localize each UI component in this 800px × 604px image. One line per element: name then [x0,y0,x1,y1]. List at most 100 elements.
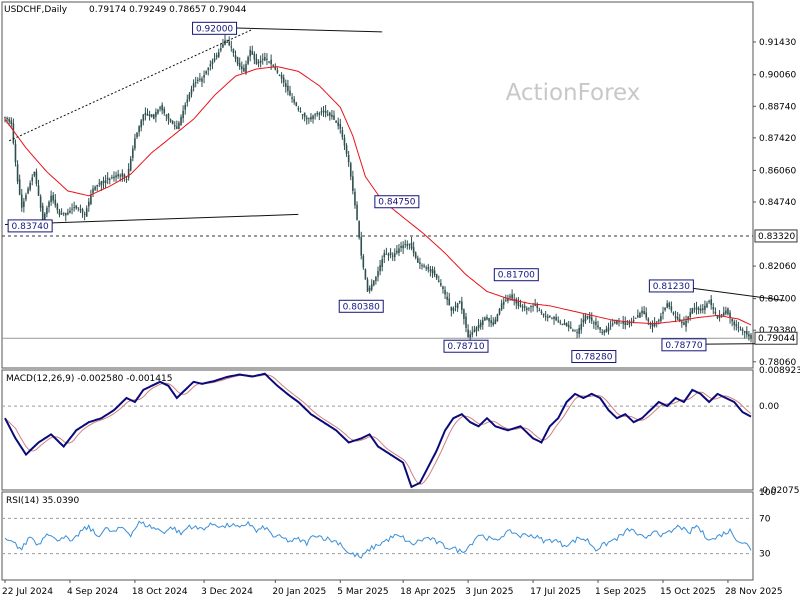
candle-body [299,111,302,113]
x-tick-label: 22 Jul 2024 [2,587,53,597]
macd-signal-line [4,374,752,485]
panel-frames [1,1,754,581]
macd-tick-label: 0.008923 [759,366,800,376]
candle-body [649,323,652,325]
candle-body [8,119,10,122]
candle-body [167,113,170,120]
candle-body [691,308,694,314]
candle-body [737,327,740,329]
candle-body [530,305,532,307]
candle-body [641,310,643,314]
candle-body [624,322,627,325]
candle-body [444,289,446,295]
price-tick-label: 0.91430 [759,38,796,48]
price-tick-label: 0.88740 [759,102,796,112]
candle-body [458,301,461,303]
candle-body [303,112,306,117]
price-tick-label: 0.86060 [759,166,796,176]
candle-body [268,61,270,63]
candle-body [247,57,249,64]
candle-body [634,317,637,319]
candle-body [308,117,310,119]
candle-body [469,334,472,338]
candle-body [115,175,117,178]
candle-body [106,177,109,180]
candle-body [708,301,710,303]
candle-body [419,262,421,264]
candle-body [406,244,409,247]
candle-body [429,269,432,272]
candle-body [498,308,501,315]
candle-body [402,245,404,249]
candle-body [356,204,358,220]
candle-body [94,186,96,190]
candle-body [278,74,281,76]
candle-body [607,327,610,332]
candle-body [639,312,641,318]
candle-body [215,55,218,58]
candle-body [77,207,80,209]
candle-body [121,173,124,177]
candle-body [502,301,505,305]
candle-body [12,123,15,144]
candle-body [169,119,172,122]
x-tick-label: 20 Jan 2025 [272,587,326,597]
candle-body [425,267,427,269]
candle-body [125,179,128,181]
candle-body [657,320,660,322]
price-tick-label: 0.84740 [759,198,796,208]
candle-body [20,194,23,208]
candle-body [368,287,371,291]
candle-body [393,253,396,258]
candle-body [284,83,287,87]
candle-body [266,58,268,60]
x-tick-label: 3 Jun 2025 [465,587,513,597]
x-tick-label: 1 Sep 2025 [595,587,646,597]
candle-body [590,317,593,321]
candle-body [507,298,509,301]
candle-body [113,176,115,179]
candle-body [509,296,511,298]
candle-body [706,303,708,308]
price-annotation-box [493,268,539,282]
candle-body [83,213,86,215]
candle-body [750,334,752,339]
candle-body [484,317,486,321]
candle-body [182,110,184,119]
candle-body [488,317,490,322]
price-annotation-label: 0.83740 [12,222,49,232]
candle-body [173,125,176,127]
candle-body [347,155,350,163]
candle-body [79,209,82,211]
candle-body [528,307,530,309]
candle-body [316,112,319,114]
candle-body [226,42,228,44]
candle-body [257,62,260,64]
candle-body [446,296,448,300]
candle-body [18,179,21,195]
candle-body [205,71,207,74]
candle-body [276,70,279,73]
candle-body [295,102,298,107]
candle-body [586,316,589,318]
candle-body [538,310,541,312]
price-annotation-box [571,350,617,364]
candle-body [184,104,187,110]
candle-body [578,327,580,334]
price-panel: 0.92000 0.83740 0.84750 0.80380 0.81700 0.787… [2,21,785,364]
candle-body [140,120,143,128]
candle-body [62,212,65,214]
candle-body [123,174,126,178]
candle-body [408,243,411,245]
level-label-box [754,229,798,243]
candle-body [96,185,99,187]
candle-body [196,79,199,81]
candle-body [37,185,40,196]
candle-body [496,314,499,322]
candle-body [653,322,656,327]
candle-body [282,77,285,83]
candle-body [565,322,568,327]
candle-body [165,115,168,117]
x-tick-label: 3 Dec 2024 [201,587,253,597]
